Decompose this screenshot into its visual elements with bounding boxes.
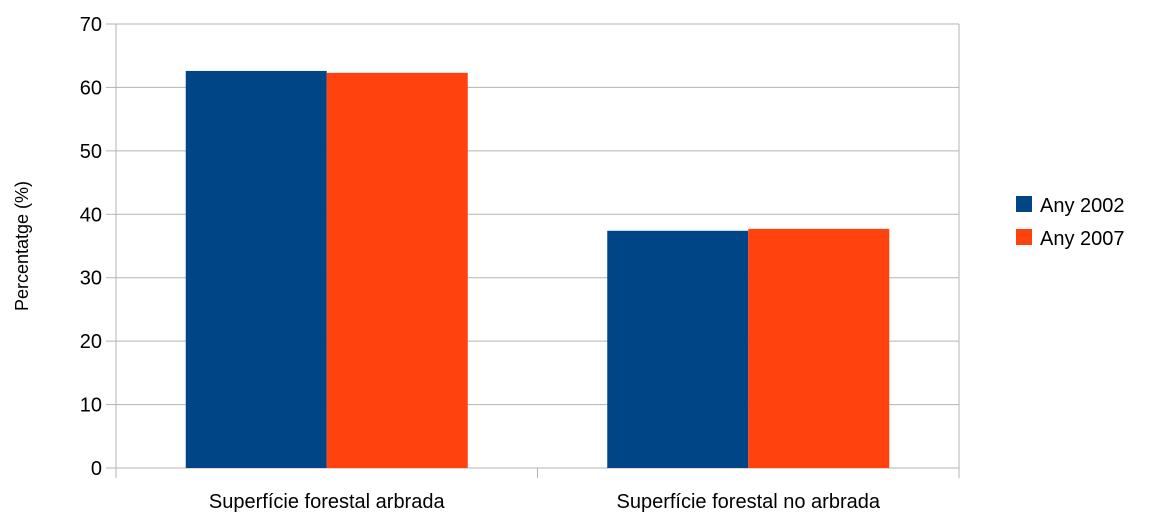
legend-swatch: [1016, 196, 1032, 212]
legend: Any 2002 Any 2007: [1016, 195, 1125, 250]
x-tick-label: Superfície forestal arbrada: [209, 491, 446, 513]
y-axis-title: Percentatge (%): [12, 181, 32, 311]
bar: [748, 228, 890, 468]
y-tick-label: 40: [80, 204, 102, 226]
y-tick-label: 10: [80, 395, 102, 417]
legend-swatch: [1016, 229, 1032, 245]
y-tick-label: 60: [80, 77, 102, 99]
bar: [326, 72, 468, 468]
y-tick-label: 70: [80, 14, 102, 36]
y-tick-label: 30: [80, 268, 102, 290]
tick-labels: 0 10 20 30 40 50 60 70 Superfície forestal arbra…: [80, 14, 881, 513]
y-tick-label: 50: [80, 141, 102, 163]
bar: [607, 230, 749, 468]
y-tick-label: 20: [80, 331, 102, 353]
bar: [185, 70, 327, 469]
legend-label: Any 2007: [1040, 228, 1125, 250]
x-tick-label: Superfície forestal no arbrada: [617, 491, 881, 513]
y-tick-label: 0: [91, 458, 102, 480]
legend-label: Any 2002: [1040, 195, 1125, 217]
bars: [185, 70, 890, 469]
